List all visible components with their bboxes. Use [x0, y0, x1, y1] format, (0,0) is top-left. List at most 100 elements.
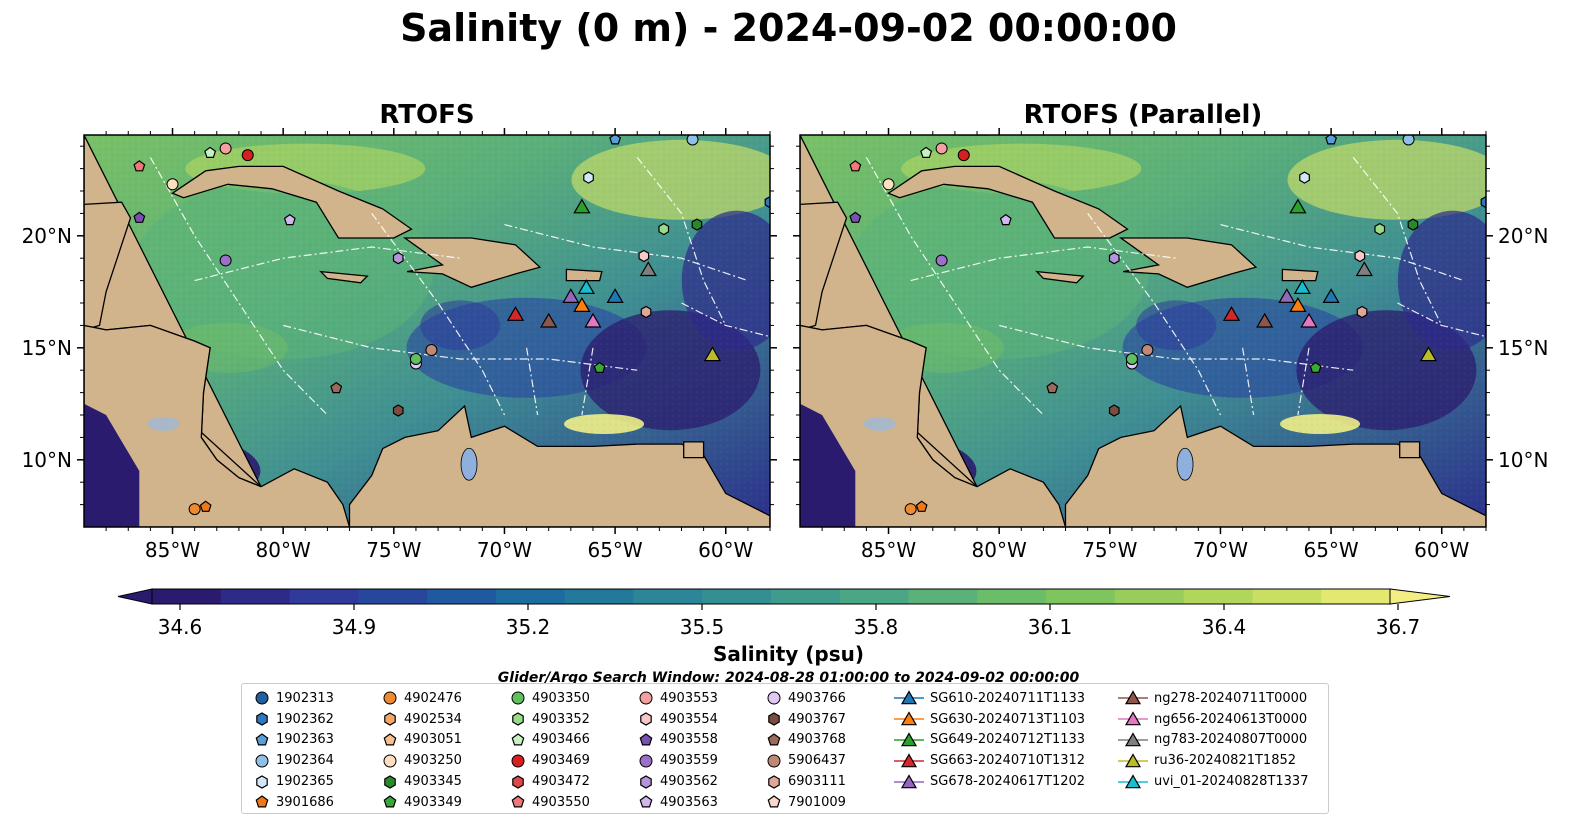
legend-item: 5906437 [766, 750, 846, 771]
y-tick-label: 20°N [22, 224, 72, 248]
colorbar-segment [771, 589, 841, 604]
x-tick-label: 85°W [861, 538, 916, 562]
florida-land [242, 135, 274, 136]
eez-boundary [581, 347, 594, 416]
colorbar-extend-max [1389, 588, 1451, 605]
legend-marker-triangle [1118, 711, 1148, 726]
colorbar-segment [908, 589, 978, 604]
legend-item: 4903563 [638, 792, 718, 813]
legend-symbol [384, 712, 396, 726]
legend-label: 4903550 [532, 794, 590, 810]
south-america-land [1064, 404, 1486, 527]
legend-label: 4903766 [788, 690, 846, 706]
legend-item: 4903558 [638, 730, 718, 751]
argo-marker-4903553 [935, 142, 948, 155]
legend-item: 4903766 [766, 688, 846, 709]
legend-label: 1902363 [276, 732, 334, 748]
legend-label: 4903559 [660, 753, 718, 769]
legend-symbol [768, 774, 780, 789]
argo-marker-5906437 [1141, 344, 1154, 357]
legend-item: 4902534 [382, 709, 462, 730]
legend-label: 4903767 [788, 711, 846, 727]
legend-item: 4903349 [382, 792, 462, 813]
argo-marker-4903250 [166, 178, 179, 191]
eez-boundary [371, 213, 506, 416]
legend-marker-pentagon [511, 795, 525, 808]
glider-marker-ng656-20240613T0000 [1300, 312, 1318, 328]
cuba-land [171, 165, 413, 239]
glider-marker-SG663-20240710T1312 [506, 306, 525, 321]
legend-marker-triangle [894, 690, 924, 705]
trinidad-land [1399, 441, 1421, 459]
legend-symbol [1124, 773, 1142, 788]
colorbar-segment [1114, 589, 1185, 604]
legend-marker-pentagon [511, 733, 525, 746]
legend-column: ng278-20240711T0000 ng656-20240613T0000 ng… [1118, 688, 1308, 792]
map-figure: 85°W 80°W 75°W 70°W 65°W 60°W 20°N 15°N 10°N 85°… [22, 128, 1548, 639]
lake-maracaibo [1176, 447, 1194, 481]
legend-symbol [767, 795, 781, 808]
y-tick-label: 15°N [1498, 336, 1548, 360]
lake-nicaragua [863, 416, 896, 431]
legend-item: 4902476 [382, 688, 462, 709]
argo-marker-4903345 [1407, 218, 1419, 231]
hispaniola-land [402, 237, 542, 288]
colorbar-tick-label: 36.7 [1376, 615, 1421, 639]
colorbar-tick-label: 35.2 [506, 615, 551, 639]
x-tick-label: 65°W [1303, 538, 1358, 562]
legend-label: 4903562 [660, 774, 718, 790]
argo-marker-4903558 [849, 211, 862, 223]
lake-maracaibo [460, 447, 478, 481]
colorbar-tick-label: 34.6 [158, 615, 203, 639]
colorbar-tick-label: 36.1 [1028, 615, 1073, 639]
glider-marker-uvi_01-20240828T1337 [1293, 279, 1311, 294]
colorbar-segment [1046, 589, 1116, 604]
legend-symbol [1124, 732, 1142, 747]
legend-marker-circle [767, 691, 781, 705]
argo-marker-4903349 [1309, 361, 1322, 373]
legend-symbol [511, 754, 525, 768]
legend-label: ng783-20240807T0000 [1154, 732, 1308, 748]
legend-marker-triangle [1118, 773, 1148, 788]
x-tick-label: 60°W [1414, 538, 1469, 562]
argo-marker-4903550 [133, 160, 146, 172]
legend-label: 4902534 [404, 711, 462, 727]
isthmus-land [800, 324, 1067, 527]
legend-symbol [900, 690, 918, 705]
legend-label: SG610-20240711T1133 [930, 690, 1086, 706]
legend-marker-hexagon [768, 774, 780, 789]
legend-symbol [767, 691, 781, 705]
colorbar-segment [495, 589, 566, 604]
legend-marker-pentagon [255, 733, 269, 746]
legend-marker-hexagon [640, 712, 652, 726]
y-tick-label: 10°N [22, 448, 72, 472]
glider-marker-ru36-20240821T1852 [703, 346, 722, 362]
legend-column: 4903553 4903554 4903558 4903559 4903562 49035… [638, 688, 718, 813]
argo-marker-4903349 [593, 361, 606, 373]
legend-marker-hexagon [512, 774, 524, 789]
legend-label: 4903472 [532, 774, 590, 790]
x-tick-label: 60°W [698, 538, 753, 562]
glider-marker-SG649-20240712T1133 [573, 198, 591, 214]
legend-label: SG649-20240712T1133 [930, 732, 1086, 748]
colorbar-segment [1321, 589, 1391, 604]
glider-marker-SG678-20240617T1202 [562, 288, 580, 303]
pacific-ocean [84, 329, 140, 527]
legend-item: 4903350 [510, 688, 590, 709]
legend-column: 4903350 4903352 4903466 4903469 4903472 49035… [510, 688, 590, 813]
legend-symbol [383, 795, 397, 808]
argo-marker-4902476 [904, 503, 917, 516]
legend-marker-pentagon [639, 733, 653, 746]
x-tick-label: 80°W [972, 538, 1027, 562]
legend-item: 1902365 [254, 771, 334, 792]
argo-marker-4903466 [920, 146, 933, 158]
legend-symbol [640, 774, 652, 789]
argo-marker-4903768 [330, 381, 343, 394]
colorbar-label: Salinity (psu) [712, 642, 864, 666]
legend-column: 1902313 1902362 1902363 1902364 1902365 39016… [254, 688, 334, 813]
legend-item: 6903111 [766, 771, 846, 792]
legend-item: 4903345 [382, 771, 462, 792]
y-tick-label: 10°N [1498, 448, 1548, 472]
legend-label: 4903345 [404, 774, 462, 790]
colorbar-segment [220, 589, 291, 604]
